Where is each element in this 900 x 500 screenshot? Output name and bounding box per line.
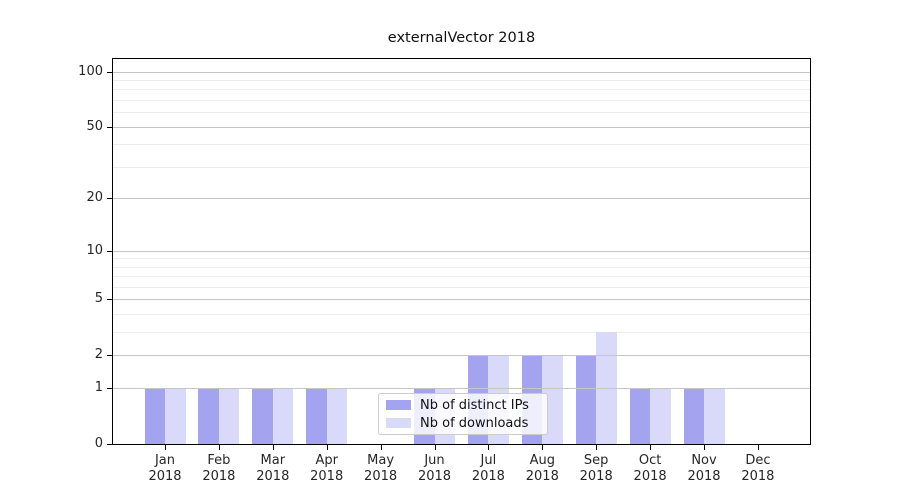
x-tick-label: Apr 2018: [310, 453, 344, 484]
y-tick-mark: [107, 388, 112, 390]
bar-distinct-ips: [683, 388, 704, 444]
gridline-major: [113, 71, 810, 73]
y-tick-label: 0: [94, 436, 103, 451]
x-tick-mark: [757, 445, 759, 450]
y-tick-mark: [107, 444, 112, 445]
gridline-major: [113, 299, 810, 301]
y-tick-label: 20: [86, 190, 103, 206]
gridline-minor: [113, 112, 810, 114]
x-tick-mark: [380, 445, 382, 450]
x-tick-mark: [272, 445, 274, 450]
bar-distinct-ips: [198, 388, 219, 444]
bar-downloads: [165, 388, 186, 444]
x-tick-label: Oct 2018: [633, 453, 667, 484]
x-tick-mark: [165, 445, 166, 450]
bar-distinct-ips: [252, 388, 273, 444]
gridline-minor: [113, 276, 810, 278]
bar-downloads: [596, 332, 617, 444]
legend-label-downloads: Nb of downloads: [420, 415, 529, 431]
y-tick-mark: [107, 71, 112, 73]
gridline-minor: [113, 100, 810, 102]
bar-downloads: [650, 388, 671, 444]
bar-downloads: [272, 388, 294, 444]
y-tick-mark: [107, 355, 112, 357]
gridline-minor: [113, 332, 810, 334]
x-tick-mark: [542, 445, 544, 450]
x-tick-label: Aug 2018: [525, 453, 559, 484]
legend-entry-distinct-ips: Nb of distinct IPs: [379, 398, 547, 413]
gridline-minor: [113, 89, 810, 91]
gridline-major: [113, 126, 810, 128]
gridline-major: [113, 250, 810, 252]
y-tick-label: 10: [86, 242, 103, 258]
bar-downloads: [218, 388, 240, 444]
x-tick-mark: [596, 445, 598, 450]
gridline-major: [113, 388, 810, 390]
x-tick-label: Dec 2018: [741, 453, 775, 484]
bar-downloads: [326, 388, 348, 444]
bar-distinct-ips: [575, 355, 597, 444]
x-tick-label: Jan 2018: [148, 453, 182, 484]
y-tick-label: 5: [94, 291, 103, 307]
x-tick-mark: [488, 445, 490, 450]
gridline-minor: [113, 266, 810, 268]
bar-distinct-ips: [144, 388, 165, 444]
gridline-minor: [113, 144, 810, 146]
legend: Nb of distinct IPs Nb of downloads: [378, 393, 548, 435]
y-tick-label: 50: [86, 118, 103, 134]
x-tick-mark: [434, 445, 436, 450]
x-tick-label: Jul 2018: [471, 453, 505, 484]
x-tick-mark: [704, 445, 705, 450]
x-tick-label: Jun 2018: [417, 453, 452, 484]
plot-area: [112, 58, 811, 445]
x-tick-label: Sep 2018: [579, 453, 613, 484]
x-tick-label: Nov 2018: [687, 453, 721, 484]
y-tick-mark: [107, 250, 112, 252]
gridline-major: [113, 198, 810, 200]
chart-title: externalVector 2018: [387, 30, 536, 46]
legend-label-distinct-ips: Nb of distinct IPs: [420, 397, 529, 413]
gridline-minor: [113, 80, 810, 81]
x-tick-mark: [650, 445, 652, 450]
x-tick-label: May 2018: [364, 453, 398, 484]
y-tick-mark: [107, 299, 112, 301]
gridline-minor: [113, 286, 810, 288]
bar-distinct-ips: [629, 388, 651, 444]
y-tick-label: 100: [78, 63, 103, 79]
legend-swatch-distinct-ips: [386, 400, 411, 410]
y-tick-label: 2: [94, 347, 103, 363]
x-tick-label: Feb 2018: [202, 453, 236, 484]
bar-distinct-ips: [306, 388, 327, 444]
gridline-major: [113, 355, 810, 357]
x-tick-mark: [326, 445, 328, 450]
y-tick-mark: [107, 126, 112, 128]
legend-entry-downloads: Nb of downloads: [379, 416, 547, 431]
gridline-minor: [113, 258, 810, 260]
y-tick-mark: [107, 198, 112, 200]
x-tick-mark: [218, 445, 220, 450]
x-tick-label: Mar 2018: [256, 453, 290, 484]
bar-downloads: [704, 388, 725, 444]
gridline-minor: [113, 314, 810, 316]
gridline-minor: [113, 166, 810, 168]
y-tick-label: 1: [94, 380, 103, 396]
legend-swatch-downloads: [386, 418, 411, 428]
